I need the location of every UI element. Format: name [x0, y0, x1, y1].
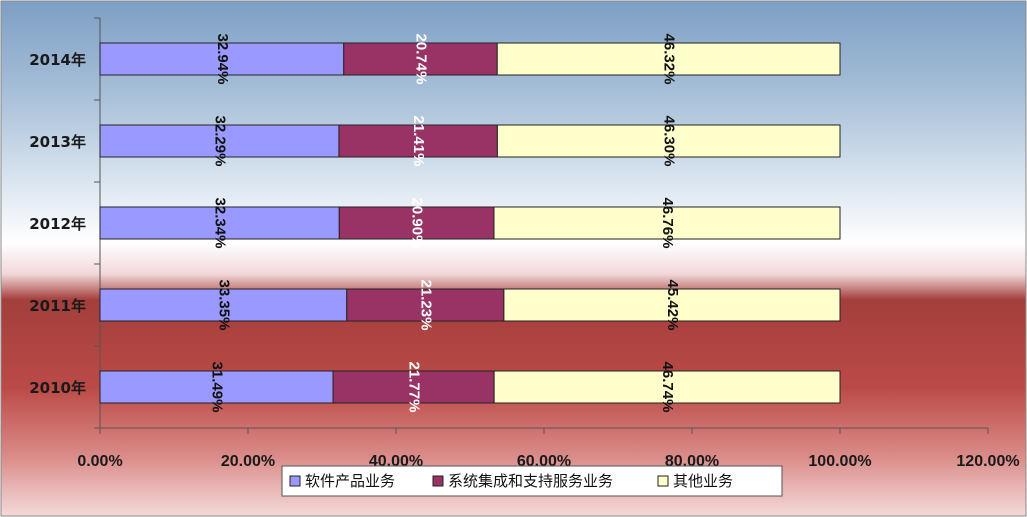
data-label: 32.34% [212, 198, 229, 249]
bar-segment [99, 288, 348, 322]
data-labels: 32.94% 20.74% 46.32% 32.29% 21.41% 46.30% 32.3… [209, 34, 681, 413]
y-tick-label: 2014年 [29, 51, 86, 69]
data-label: 32.94% [214, 34, 231, 85]
bar-segment [99, 124, 340, 158]
data-label: 45.42% [664, 280, 681, 331]
x-tick-label: 0.00% [77, 453, 122, 470]
bar-segment [493, 206, 841, 240]
bar-segment [338, 124, 498, 158]
bar-segment [496, 42, 841, 76]
data-label: 46.30% [661, 116, 678, 167]
data-label: 46.76% [659, 198, 676, 249]
legend-box [281, 465, 783, 497]
legend[interactable]: 软件产品业务 系统集成和支持服务业务 其他业务 [281, 465, 783, 497]
legend-entry[interactable]: 系统集成和支持服务业务 [448, 472, 613, 490]
data-label: 21.23% [417, 280, 434, 331]
y-tick-label: 2012年 [29, 215, 86, 233]
data-label: 33.35% [215, 280, 232, 331]
data-label: 20.90% [409, 198, 426, 249]
bar-segment [99, 42, 345, 76]
data-label: 20.74% [413, 34, 430, 85]
bar-segment [343, 42, 498, 76]
y-tick-label: 2010年 [29, 379, 86, 397]
data-label: 32.29% [212, 116, 229, 167]
data-label: 31.49% [209, 362, 226, 413]
legend-swatch [657, 475, 669, 487]
legend-entry[interactable]: 其他业务 [673, 472, 733, 490]
data-label: 21.41% [410, 116, 427, 167]
data-label: 46.74% [659, 362, 676, 413]
y-tick-label: 2011年 [29, 297, 86, 315]
bar-segment [99, 206, 340, 240]
bar-segment [346, 288, 505, 322]
bar-segment [493, 370, 841, 404]
bar-segment [99, 370, 334, 404]
data-label: 46.32% [661, 34, 678, 85]
x-tick-label: 100.00% [808, 453, 871, 470]
x-tick-label: 120.00% [956, 453, 1019, 470]
legend-entry[interactable]: 软件产品业务 [305, 472, 395, 490]
x-tick-label: 20.00% [221, 453, 275, 470]
legend-swatch [432, 475, 444, 487]
data-label: 21.77% [406, 362, 423, 413]
bar-segment [503, 288, 841, 322]
legend-swatch [289, 475, 301, 487]
y-tick-label: 2013年 [29, 133, 86, 151]
bar-segment [496, 124, 841, 158]
bars [99, 42, 841, 404]
